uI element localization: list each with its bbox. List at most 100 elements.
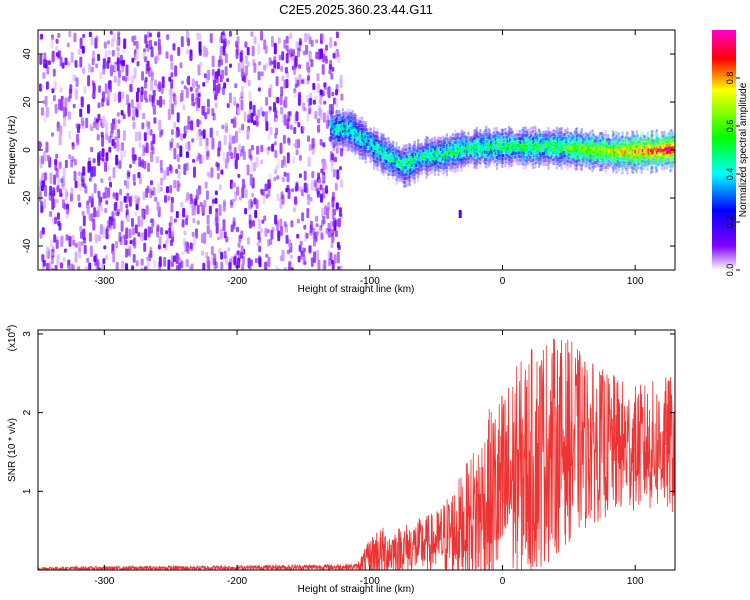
noise-cell: [275, 164, 279, 171]
signal-cell: [408, 147, 411, 151]
signal-cell: [578, 137, 581, 141]
signal-cell: [663, 130, 666, 134]
signal-cell: [442, 135, 445, 139]
noise-cell: [199, 135, 203, 147]
signal-cell: [601, 164, 604, 168]
signal-cell: [375, 149, 378, 153]
noise-cell: [302, 102, 306, 111]
noise-cell: [297, 255, 301, 263]
noise-cell: [113, 75, 117, 83]
noise-cell: [150, 180, 153, 186]
signal-cell: [669, 147, 672, 151]
noise-cell: [332, 169, 336, 178]
signal-cell: [414, 174, 417, 178]
signal-cell: [431, 144, 434, 148]
noise-cell: [307, 135, 310, 142]
noise-cell: [46, 66, 50, 75]
signal-cell: [470, 151, 474, 156]
noise-cell: [68, 30, 72, 38]
svg-text:(x104): (x104): [6, 325, 18, 352]
signal-cell: [553, 158, 556, 162]
signal-cell: [402, 152, 405, 156]
signal-cell: [573, 155, 576, 159]
signal-cell: [635, 148, 638, 152]
signal-cell: [433, 161, 437, 165]
signal-cell: [595, 164, 598, 168]
signal-cell: [430, 138, 433, 142]
noise-cell: [154, 79, 157, 87]
signal-cell: [576, 156, 579, 160]
signal-cell: [436, 157, 439, 161]
noise-cell: [286, 152, 290, 164]
signal-cell: [625, 167, 628, 171]
signal-cell: [380, 136, 383, 140]
signal-cell: [529, 134, 532, 138]
signal-cell: [421, 160, 425, 164]
signal-cell: [525, 137, 528, 142]
noise-cell: [120, 220, 124, 232]
noise-cell: [297, 121, 301, 128]
signal-cell: [501, 164, 505, 168]
noise-cell: [117, 36, 121, 46]
signal-cell: [370, 157, 373, 161]
signal-cell: [499, 151, 502, 155]
noise-cell: [265, 194, 269, 199]
signal-cell: [401, 158, 404, 162]
noise-cell: [173, 147, 177, 160]
signal-cell: [534, 151, 537, 155]
signal-cell: [550, 143, 554, 148]
signal-cell: [357, 144, 360, 148]
signal-cell: [611, 137, 614, 141]
noise-cell: [74, 242, 78, 248]
signal-cell: [429, 153, 432, 157]
signal-cell: [639, 154, 642, 158]
noise-cell: [154, 196, 158, 202]
signal-cell: [487, 138, 490, 143]
signal-cell: [550, 136, 554, 140]
signal-cell: [404, 184, 407, 188]
signal-cell: [338, 135, 341, 139]
signal-cell: [570, 142, 573, 146]
signal-cell: [564, 139, 567, 144]
signal-cell: [421, 156, 425, 160]
signal-cell: [599, 157, 603, 161]
signal-cell: [384, 156, 388, 160]
signal-cell: [593, 153, 597, 157]
noise-cell: [295, 139, 299, 149]
signal-cell: [568, 139, 571, 143]
signal-cell: [648, 154, 652, 158]
signal-cell: [390, 155, 394, 159]
noise-cell: [211, 69, 215, 76]
signal-cell: [481, 133, 484, 137]
signal-cell: [429, 168, 432, 172]
signal-cell: [558, 138, 561, 142]
colorbar-tick-label: 0.8: [725, 72, 735, 85]
signal-cell: [488, 140, 491, 144]
signal-cell: [453, 162, 456, 166]
signal-cell: [521, 136, 524, 140]
signal-cell: [373, 144, 376, 149]
noise-cell: [222, 34, 226, 40]
signal-cell: [656, 154, 659, 158]
signal-cell: [338, 110, 341, 114]
signal-cell: [658, 155, 661, 159]
noise-cell: [285, 78, 289, 89]
signal-cell: [550, 158, 554, 162]
signal-cell: [341, 111, 345, 115]
signal-cell: [584, 142, 587, 146]
signal-cell: [437, 136, 440, 140]
signal-cell: [382, 151, 385, 155]
signal-cell: [425, 139, 428, 143]
noise-cell: [70, 159, 74, 168]
noise-cell: [159, 159, 163, 170]
signal-cell: [577, 140, 580, 144]
signal-cell: [530, 158, 533, 162]
signal-cell: [654, 151, 657, 155]
signal-cell: [346, 116, 349, 120]
noise-cell: [243, 66, 247, 76]
noise-cell: [313, 251, 317, 264]
signal-cell: [437, 169, 440, 173]
signal-cell: [671, 157, 674, 161]
signal-cell: [598, 150, 601, 154]
noise-cell: [276, 96, 280, 104]
